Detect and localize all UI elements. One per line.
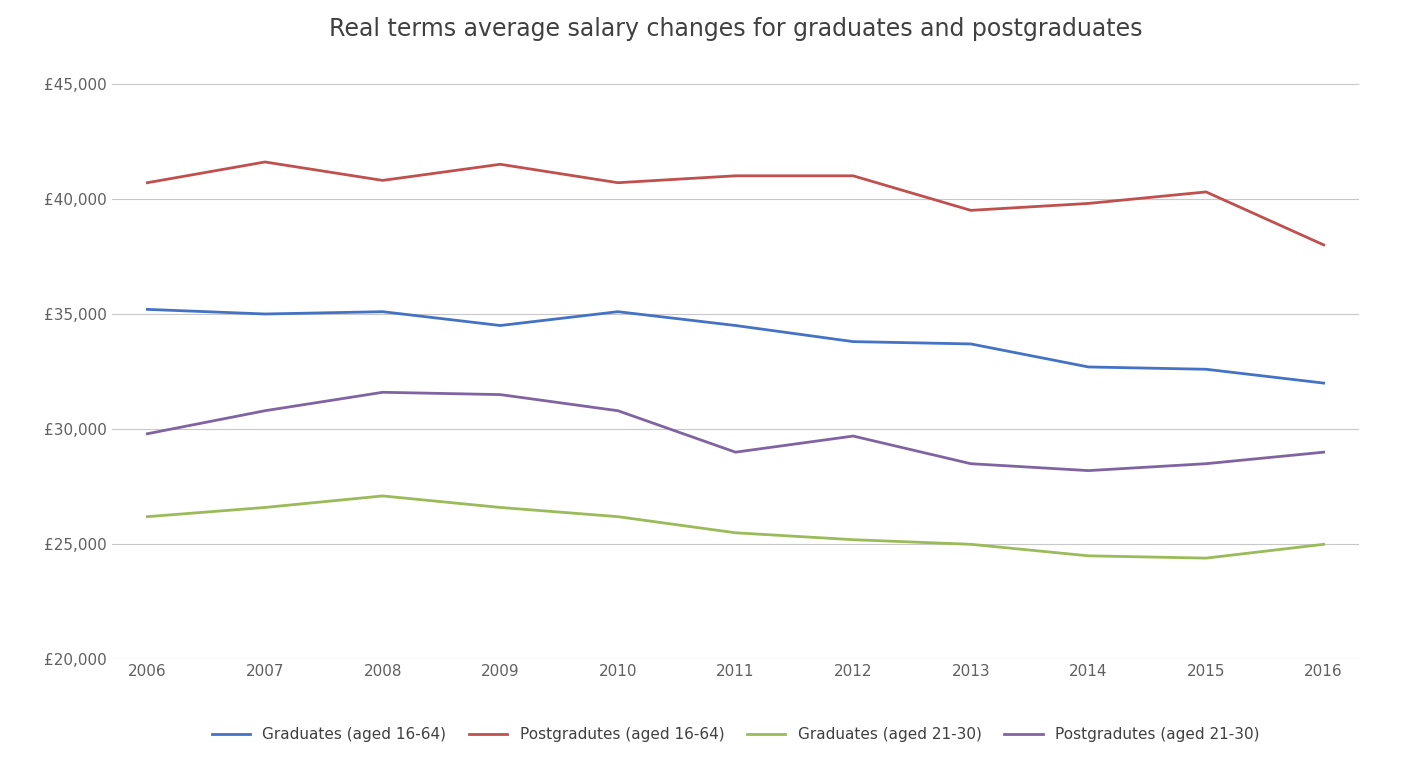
Postgradutes (aged 21-30) — [256, 406, 273, 415]
Postgradutes (aged 16-64) — [845, 171, 862, 180]
Graduates (aged 16-64) — [139, 305, 156, 314]
Postgradutes (aged 16-64) — [256, 158, 273, 167]
Legend: Graduates (aged 16-64), Postgradutes (aged 16-64), Graduates (aged 21-30), Postg: Graduates (aged 16-64), Postgradutes (ag… — [206, 721, 1265, 748]
Postgradutes (aged 21-30) — [374, 388, 391, 397]
Graduates (aged 21-30) — [962, 540, 979, 549]
Postgradutes (aged 21-30) — [609, 406, 626, 415]
Graduates (aged 16-64) — [1198, 365, 1215, 374]
Graduates (aged 16-64) — [492, 321, 509, 330]
Title: Real terms average salary changes for graduates and postgraduates: Real terms average salary changes for gr… — [329, 17, 1142, 41]
Postgradutes (aged 16-64) — [1080, 199, 1097, 208]
Graduates (aged 16-64) — [609, 307, 626, 316]
Postgradutes (aged 21-30) — [1080, 466, 1097, 475]
Postgradutes (aged 16-64) — [609, 178, 626, 187]
Postgradutes (aged 21-30) — [845, 431, 862, 440]
Postgradutes (aged 16-64) — [1198, 187, 1215, 196]
Graduates (aged 21-30) — [256, 503, 273, 512]
Line: Graduates (aged 16-64): Graduates (aged 16-64) — [147, 309, 1324, 383]
Postgradutes (aged 16-64) — [139, 178, 156, 187]
Graduates (aged 21-30) — [1198, 553, 1215, 562]
Postgradutes (aged 21-30) — [1198, 459, 1215, 468]
Postgradutes (aged 21-30) — [962, 459, 979, 468]
Graduates (aged 16-64) — [1080, 362, 1097, 371]
Graduates (aged 21-30) — [845, 535, 862, 544]
Graduates (aged 16-64) — [727, 321, 744, 330]
Postgradutes (aged 16-64) — [374, 176, 391, 185]
Graduates (aged 21-30) — [139, 512, 156, 522]
Postgradutes (aged 21-30) — [492, 390, 509, 399]
Graduates (aged 16-64) — [374, 307, 391, 316]
Graduates (aged 21-30) — [727, 528, 744, 537]
Graduates (aged 21-30) — [1316, 540, 1332, 549]
Line: Postgradutes (aged 16-64): Postgradutes (aged 16-64) — [147, 162, 1324, 245]
Graduates (aged 21-30) — [374, 491, 391, 500]
Postgradutes (aged 21-30) — [1316, 448, 1332, 457]
Graduates (aged 21-30) — [492, 503, 509, 512]
Graduates (aged 16-64) — [1316, 378, 1332, 387]
Graduates (aged 21-30) — [1080, 551, 1097, 560]
Graduates (aged 16-64) — [962, 340, 979, 349]
Graduates (aged 21-30) — [609, 512, 626, 522]
Line: Postgradutes (aged 21-30): Postgradutes (aged 21-30) — [147, 393, 1324, 471]
Postgradutes (aged 21-30) — [727, 448, 744, 457]
Postgradutes (aged 16-64) — [962, 205, 979, 215]
Postgradutes (aged 16-64) — [727, 171, 744, 180]
Postgradutes (aged 21-30) — [139, 429, 156, 438]
Postgradutes (aged 16-64) — [1316, 240, 1332, 249]
Line: Graduates (aged 21-30): Graduates (aged 21-30) — [147, 496, 1324, 558]
Graduates (aged 16-64) — [256, 309, 273, 318]
Graduates (aged 16-64) — [845, 337, 862, 346]
Postgradutes (aged 16-64) — [492, 160, 509, 169]
